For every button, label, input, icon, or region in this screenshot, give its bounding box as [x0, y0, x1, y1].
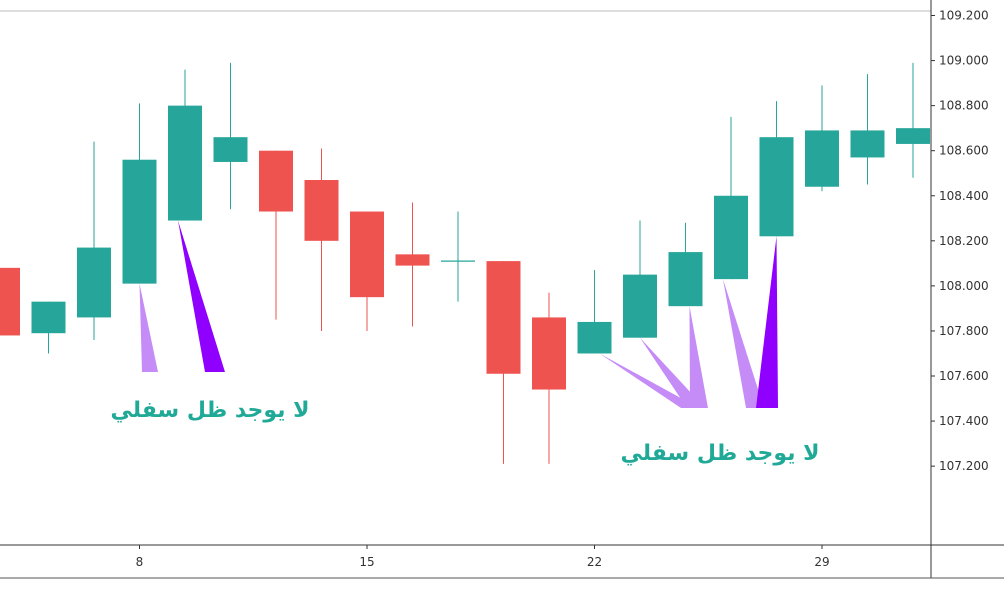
- candle: [441, 211, 475, 302]
- candle: [395, 202, 430, 327]
- candle: [213, 62, 248, 210]
- candle-body: [395, 254, 430, 266]
- pointer-arrow: [640, 337, 705, 408]
- candle: [77, 141, 111, 340]
- candle-body: [668, 252, 703, 307]
- arrows-group: [139, 220, 778, 408]
- candle: [532, 292, 566, 464]
- candle-body: [77, 247, 111, 318]
- candle: [31, 301, 66, 354]
- date-tick-label: 22: [587, 555, 602, 569]
- price-tick-label: 109.200: [939, 9, 989, 23]
- candle-body: [714, 195, 748, 280]
- candle: [0, 267, 20, 336]
- price-tick-label: 107.800: [939, 324, 989, 338]
- candle-body: [168, 105, 202, 221]
- candle-body: [759, 137, 794, 237]
- pointer-arrow: [723, 279, 764, 408]
- candle: [577, 270, 612, 354]
- candle-body: [486, 261, 521, 374]
- candle: [623, 220, 657, 338]
- candle: [486, 261, 521, 464]
- candle: [896, 62, 930, 178]
- candle: [850, 74, 885, 185]
- candles-group: [0, 62, 930, 464]
- candle-body: [31, 301, 66, 334]
- candle: [122, 103, 157, 284]
- candle: [759, 101, 794, 237]
- pointer-arrow: [139, 283, 158, 372]
- price-tick-label: 107.200: [939, 459, 989, 473]
- candle: [350, 211, 384, 331]
- candle-body: [122, 159, 157, 284]
- pointer-arrow: [178, 220, 225, 372]
- price-tick-label: 108.000: [939, 279, 989, 293]
- candle: [805, 85, 839, 192]
- candle-body: [577, 321, 612, 354]
- price-tick-label: 108.600: [939, 144, 989, 158]
- candle-body: [213, 137, 248, 162]
- price-tick-label: 109.000: [939, 54, 989, 68]
- candle-body: [532, 317, 566, 390]
- candle: [304, 148, 339, 331]
- date-tick-label: 29: [814, 555, 829, 569]
- pointer-arrow: [689, 306, 708, 408]
- candle: [168, 69, 202, 221]
- candle-body: [623, 274, 657, 338]
- candle: [668, 222, 703, 307]
- pointer-arrow: [599, 353, 699, 408]
- candle: [714, 116, 748, 280]
- candle-body: [350, 211, 384, 298]
- pointer-arrow: [756, 236, 778, 408]
- candle-body: [0, 267, 20, 336]
- candle: [259, 150, 293, 320]
- price-tick-label: 108.200: [939, 234, 989, 248]
- candle-body: [805, 130, 839, 187]
- candle-body: [850, 130, 885, 158]
- candle-body: [304, 179, 339, 241]
- price-tick-label: 107.600: [939, 369, 989, 383]
- candle-body: [259, 150, 293, 212]
- price-tick-label: 108.800: [939, 99, 989, 113]
- price-tick-label: 108.400: [939, 189, 989, 203]
- price-axis: 107.200 107.400 107.600 107.800 108.000 108.2…: [931, 9, 989, 473]
- candle-body: [896, 128, 930, 144]
- date-tick-label: 15: [359, 555, 374, 569]
- price-tick-label: 107.400: [939, 414, 989, 428]
- date-tick-label: 8: [136, 555, 144, 569]
- annotation-label-left: لا يوجد ظل سفلي: [110, 398, 309, 423]
- date-axis: 8 15 22 29: [136, 545, 830, 569]
- annotation-label-right: لا يوجد ظل سفلي: [620, 441, 819, 466]
